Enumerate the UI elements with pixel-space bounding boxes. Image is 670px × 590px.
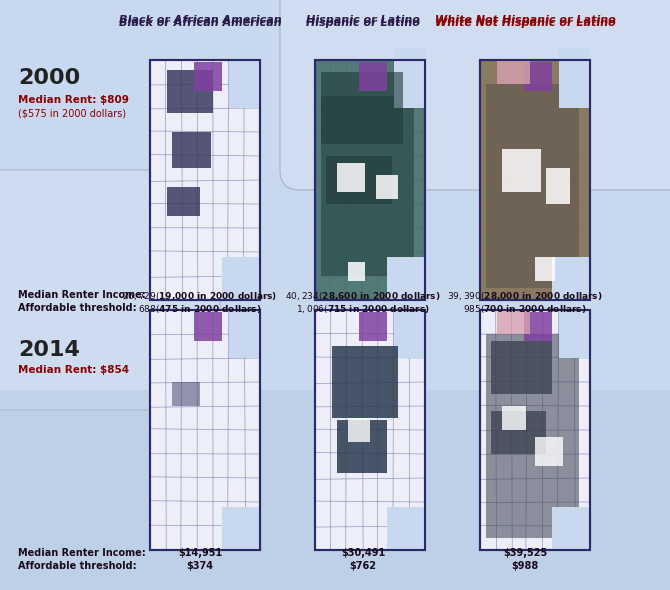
Bar	[491, 341, 551, 394]
Text: $985 ($700 in 2000 dollars): $985 ($700 in 2000 dollars)	[463, 303, 587, 315]
Bar	[546, 168, 570, 204]
Bar	[559, 298, 590, 358]
Text: Median Renter Income:: Median Renter Income:	[18, 548, 146, 558]
Bar	[496, 310, 529, 334]
Bar	[551, 257, 590, 300]
Bar	[172, 382, 200, 406]
Text: White Not Hispanic or Latino: White Not Hispanic or Latino	[435, 18, 615, 28]
Bar	[320, 72, 403, 144]
Bar	[222, 257, 260, 300]
Bar	[315, 310, 425, 550]
Text: 2000: 2000	[18, 68, 80, 88]
Bar	[172, 132, 210, 168]
Bar	[332, 346, 397, 418]
Text: Affordable threshold:: Affordable threshold:	[18, 303, 137, 313]
Bar	[496, 60, 529, 84]
Bar	[375, 175, 397, 199]
Bar	[359, 63, 387, 91]
Bar	[348, 418, 370, 442]
Bar	[194, 312, 222, 341]
Text: Median Renter Income:: Median Renter Income:	[18, 290, 146, 300]
Bar	[502, 406, 526, 430]
Bar	[320, 96, 414, 276]
Bar	[150, 60, 260, 300]
Bar	[167, 70, 212, 113]
Bar	[535, 437, 563, 466]
Bar	[167, 187, 200, 216]
Text: Black or African American: Black or African American	[119, 15, 281, 25]
Text: Hispanic or Latino: Hispanic or Latino	[306, 15, 420, 25]
Bar	[194, 63, 222, 91]
Bar	[480, 60, 590, 300]
Text: $40,234 ($28,600 in 2000 dollars): $40,234 ($28,600 in 2000 dollars)	[285, 290, 441, 302]
Bar	[502, 149, 541, 192]
Text: $688 ($475 in 2000 dollars): $688 ($475 in 2000 dollars)	[138, 303, 262, 315]
Text: $39,390 ($28,000 in 2000 dollars): $39,390 ($28,000 in 2000 dollars)	[448, 290, 603, 302]
Bar	[491, 411, 546, 454]
Bar	[387, 507, 425, 550]
Bar	[326, 156, 392, 204]
Bar	[551, 507, 590, 550]
Bar	[348, 261, 364, 281]
Bar	[0, 390, 670, 590]
Text: White Not Hispanic or Latino: White Not Hispanic or Latino	[435, 15, 615, 25]
Bar	[524, 312, 551, 341]
FancyBboxPatch shape	[280, 0, 670, 190]
Bar	[337, 421, 387, 473]
Bar	[315, 60, 425, 300]
Bar	[486, 334, 579, 538]
Text: $30,491: $30,491	[341, 548, 385, 558]
Text: ($575 in 2000 dollars): ($575 in 2000 dollars)	[18, 108, 126, 118]
Text: $988: $988	[511, 561, 539, 571]
Text: Median Rent: $854: Median Rent: $854	[18, 365, 129, 375]
Bar	[559, 48, 590, 108]
Text: $26,729 ($19,000 in 2000 dollars): $26,729 ($19,000 in 2000 dollars)	[123, 290, 277, 302]
Text: $39,525: $39,525	[503, 548, 547, 558]
Bar	[150, 310, 260, 550]
Bar	[524, 63, 551, 91]
Bar	[394, 298, 425, 358]
Bar	[486, 84, 579, 288]
Text: Black or African American: Black or African American	[119, 18, 281, 28]
Bar	[387, 257, 425, 300]
Bar	[480, 60, 590, 300]
Text: $14,951: $14,951	[178, 548, 222, 558]
Bar	[315, 310, 425, 550]
Bar	[150, 310, 260, 550]
Bar	[229, 298, 260, 358]
FancyBboxPatch shape	[0, 170, 220, 410]
Text: $1,006 ($715 in 2000 dollars): $1,006 ($715 in 2000 dollars)	[296, 303, 430, 315]
Text: Affordable threshold:: Affordable threshold:	[18, 561, 137, 571]
Bar	[222, 507, 260, 550]
Text: 2014: 2014	[18, 340, 80, 360]
Bar	[480, 310, 590, 550]
Bar	[337, 163, 364, 192]
Text: Median Rent: $809: Median Rent: $809	[18, 95, 129, 105]
Bar	[480, 310, 590, 550]
Bar	[315, 60, 425, 300]
Bar	[535, 257, 555, 281]
Bar	[229, 48, 260, 108]
Text: $374: $374	[186, 561, 214, 571]
Text: Hispanic or Latino: Hispanic or Latino	[306, 18, 420, 28]
Text: $762: $762	[350, 561, 377, 571]
Bar	[359, 312, 387, 341]
Bar	[394, 48, 425, 108]
Bar	[150, 60, 260, 300]
